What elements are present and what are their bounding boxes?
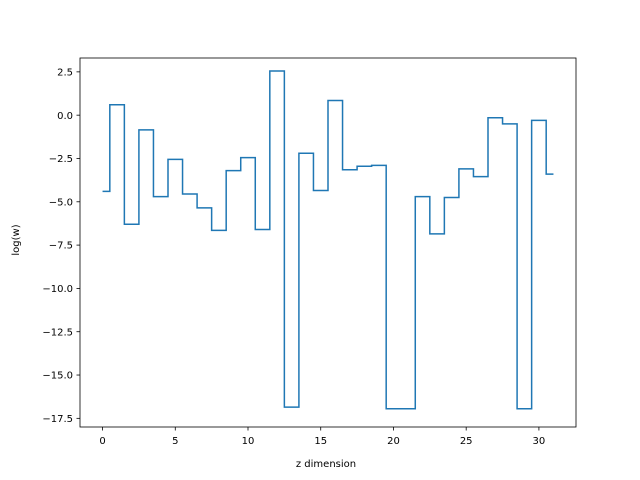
x-axis: 0 5 10 15 20 25 30 (99, 427, 545, 447)
series-line-0 (102, 70, 554, 410)
y-tick-label: 0.0 (57, 111, 73, 122)
y-tick-label: −10.0 (42, 284, 73, 295)
y-axis-label: log(w) (11, 224, 22, 255)
axes-frame (79, 57, 577, 428)
x-tick-label: 25 (460, 436, 473, 447)
x-tick-label: 15 (314, 436, 327, 447)
y-tick-label: −7.5 (49, 241, 73, 252)
y-axis: 2.5 0.0 −2.5 −5.0 −7.5 −10.0 −12.5 −15.0 −17.5 (42, 67, 80, 425)
x-axis-label: z dimension (296, 459, 356, 470)
y-tick-label: −12.5 (42, 327, 73, 338)
y-tick-label: −15.0 (42, 371, 73, 382)
y-tick-label: −17.5 (42, 414, 73, 425)
y-tick-label: −2.5 (49, 154, 73, 165)
plot-area (102, 70, 554, 410)
y-tick-label: 2.5 (57, 67, 73, 78)
x-tick-label: 0 (99, 436, 105, 447)
x-tick-label: 5 (172, 436, 178, 447)
y-tick-label: −5.0 (49, 197, 73, 208)
x-tick-label: 30 (533, 436, 546, 447)
x-tick-label: 10 (242, 436, 255, 447)
x-tick-label: 20 (387, 436, 400, 447)
